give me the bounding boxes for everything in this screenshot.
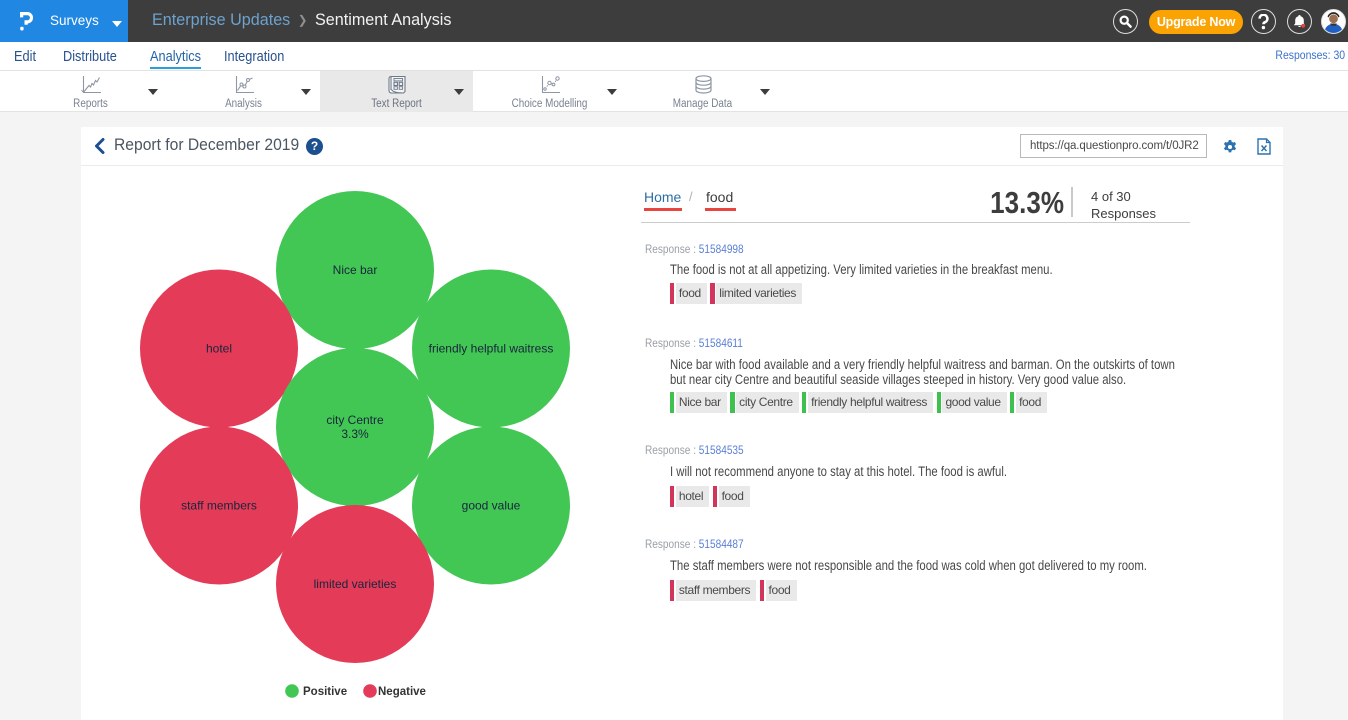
svg-text:limited varieties: limited varieties [314, 577, 397, 591]
svg-text:3.3%: 3.3% [341, 427, 369, 441]
svg-text:good value: good value [462, 499, 521, 513]
svg-text:Nice bar: Nice bar [333, 263, 378, 277]
svg-text:hotel: hotel [206, 342, 232, 356]
svg-text:city Centre: city Centre [326, 413, 384, 427]
svg-text:staff members: staff members [181, 499, 257, 513]
svg-text:friendly helpful waitress: friendly helpful waitress [429, 342, 554, 356]
svg-text:Positive: Positive [303, 686, 347, 698]
svg-text:Negative: Negative [378, 686, 426, 698]
